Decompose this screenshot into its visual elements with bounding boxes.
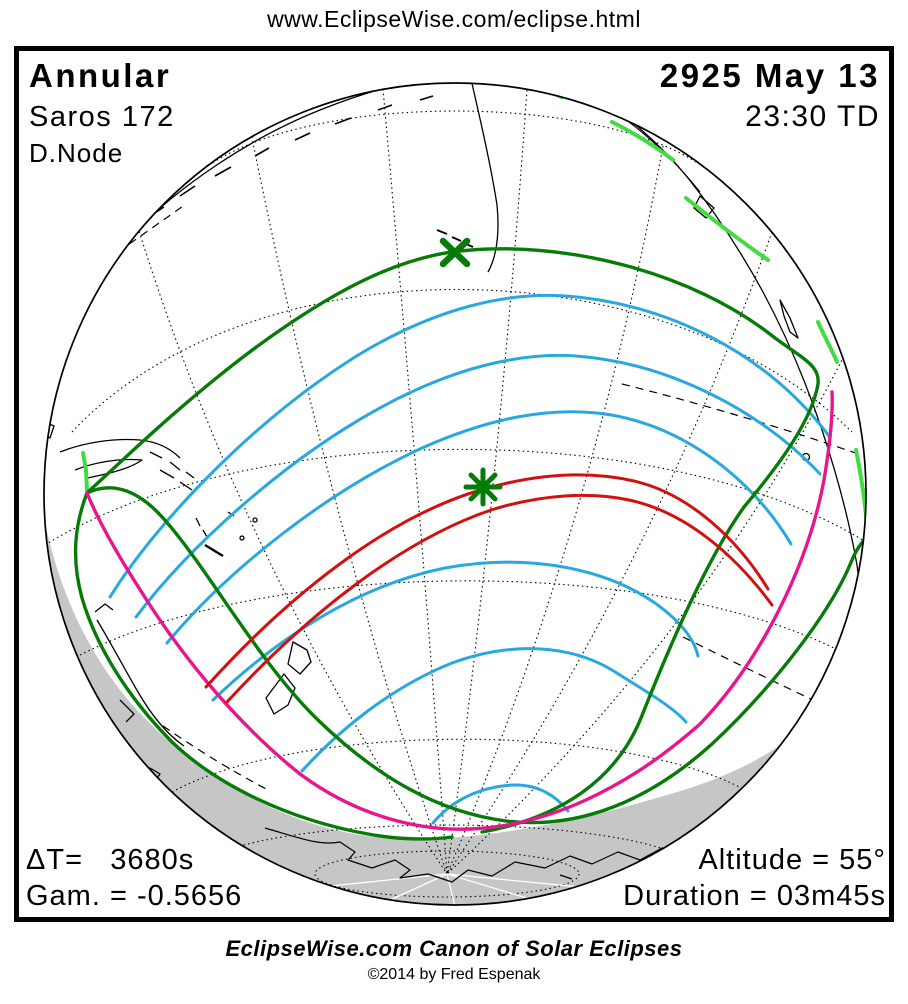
gamma-label: Gam. = -0.5656 <box>26 880 243 912</box>
eclipse-time-label: 23:30 TD <box>745 100 880 133</box>
altitude-label: Altitude = 55° <box>698 844 886 876</box>
path-end-x-icon <box>439 237 471 268</box>
page-url-header: www.EclipseWise.com/eclipse.html <box>267 6 641 32</box>
greatest-eclipse-asterisk-icon <box>463 467 503 507</box>
copyright-line: ©2014 by Fred Espenak <box>367 966 541 983</box>
globe-outline <box>43 82 867 906</box>
node-label: D.Node <box>29 138 124 168</box>
map-frame-border <box>14 46 894 922</box>
polar-meridian-lines <box>329 873 591 905</box>
night-shading <box>45 522 863 905</box>
graticule-meridians <box>134 88 847 875</box>
eclipse-date-label: 2925 May 13 <box>659 57 880 94</box>
saros-label: Saros 172 <box>29 101 175 133</box>
penumbral-limit-curves-green <box>73 247 866 841</box>
sunrise-sunset-curve-magenta <box>85 390 834 831</box>
canon-title: EclipseWise.com Canon of Solar Eclipses <box>225 936 683 961</box>
dashed-reference-lines <box>117 203 866 791</box>
eclipse-type-label: Annular <box>29 57 172 94</box>
coastlines <box>44 83 861 884</box>
annular-path-limits-red <box>204 473 774 704</box>
duration-label: Duration = 03m45s <box>623 880 886 912</box>
delta-t-label: ΔT= 3680s <box>26 844 195 876</box>
